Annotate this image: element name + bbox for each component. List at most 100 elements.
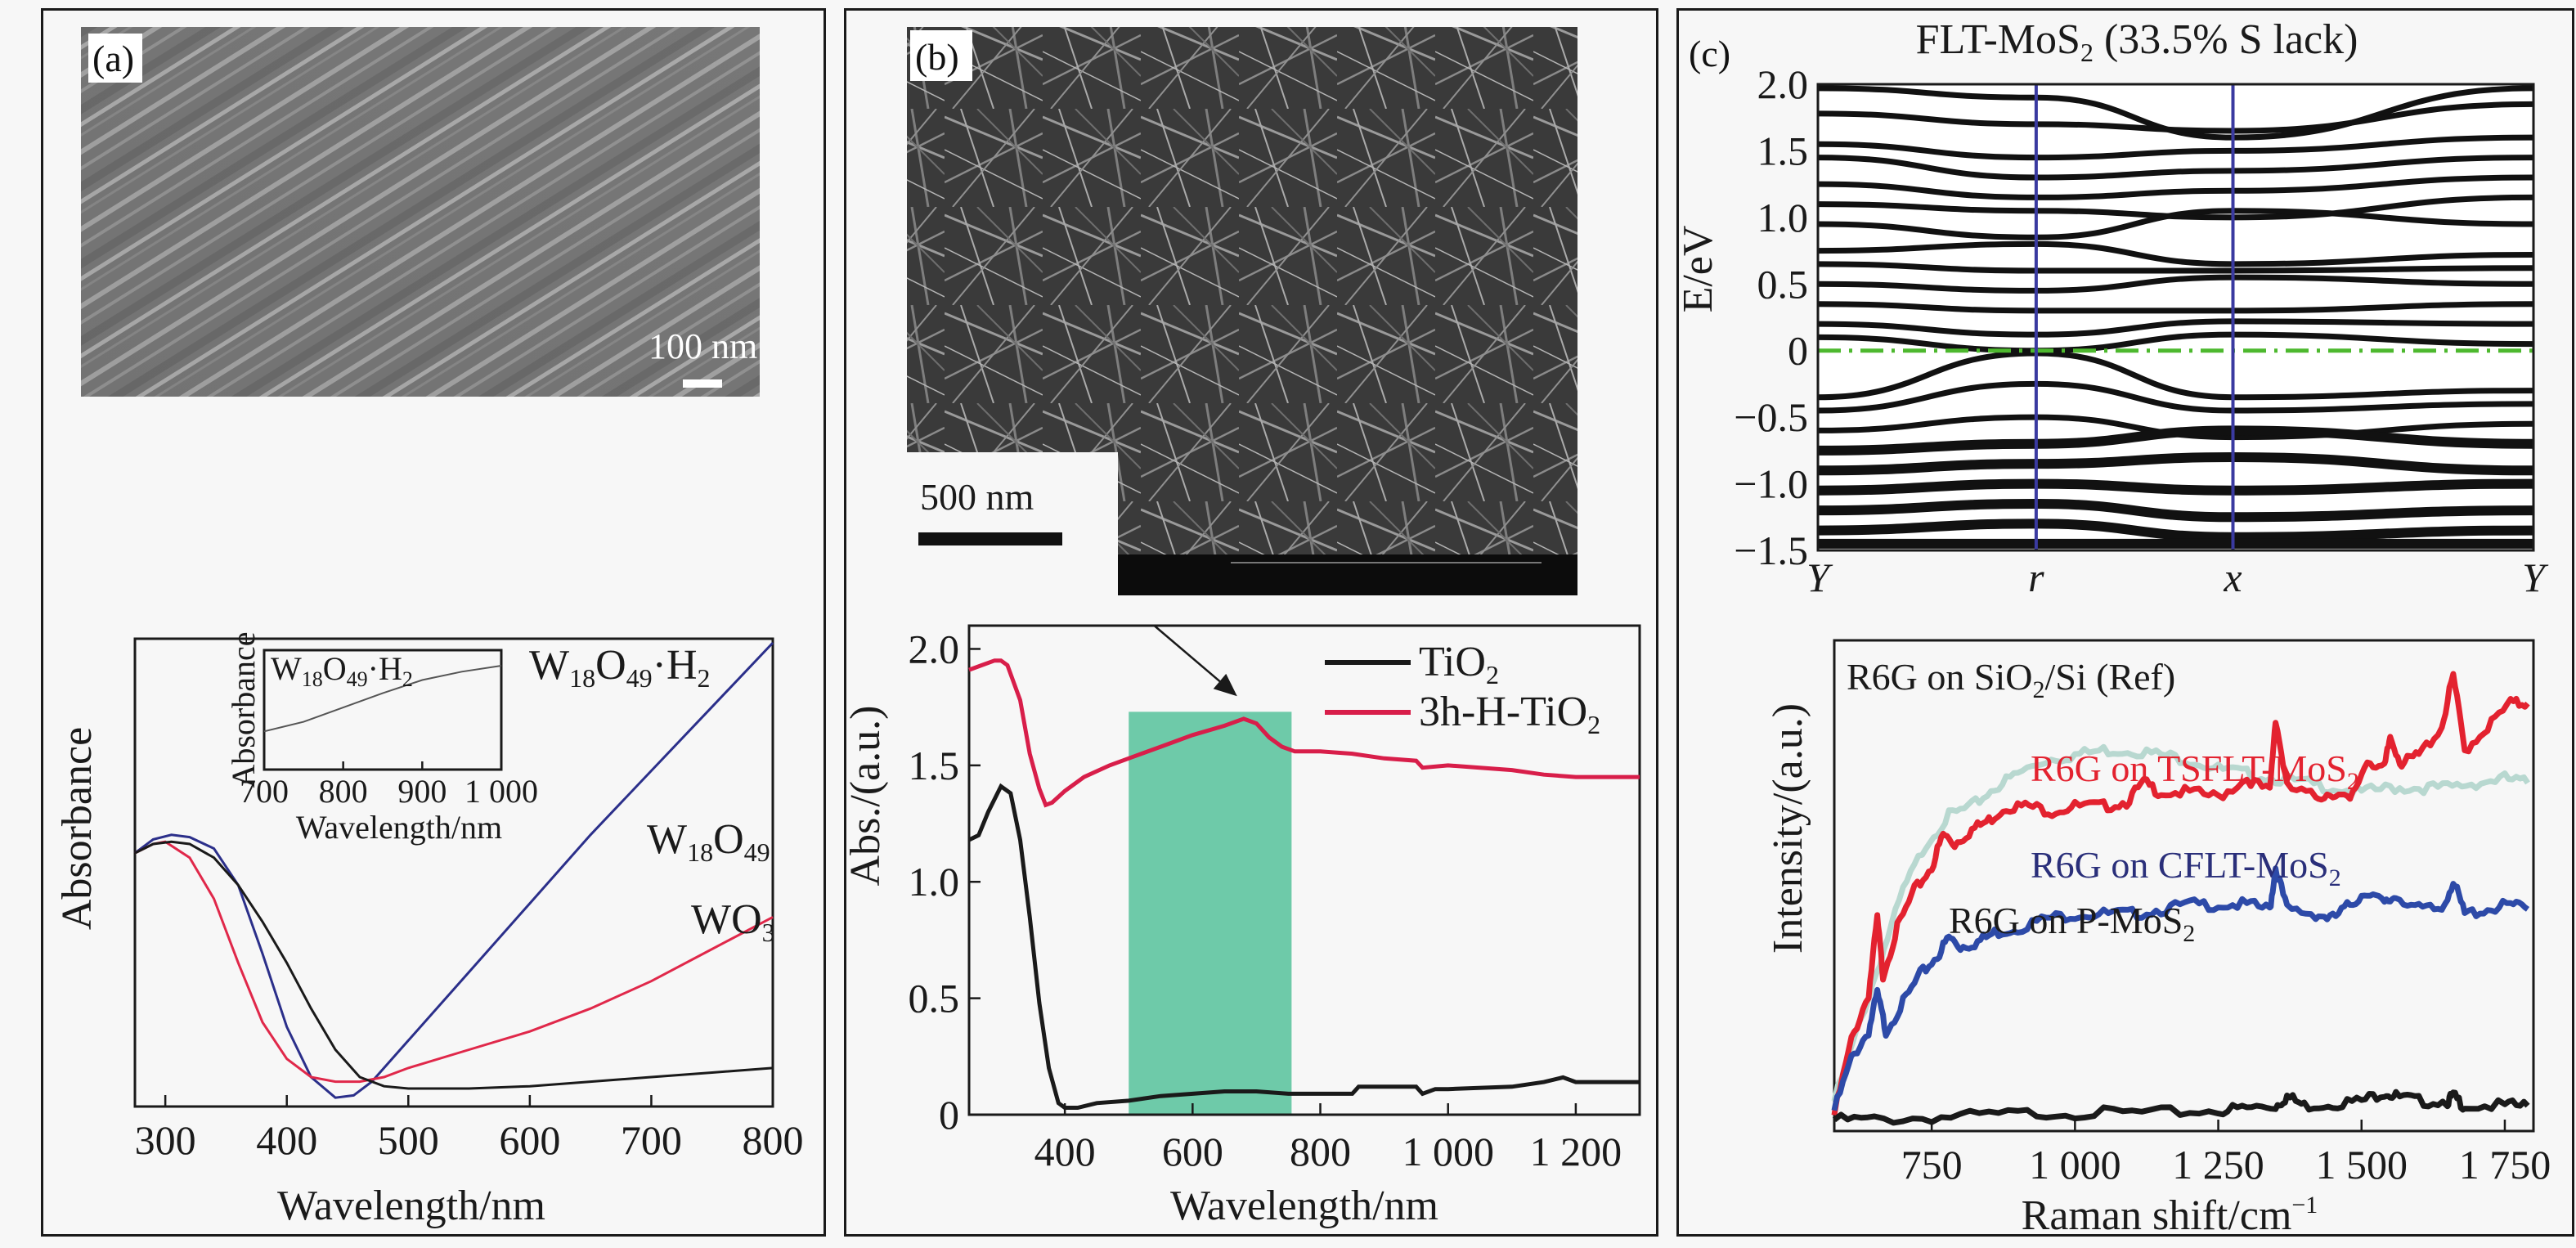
series-r6gonsio2siref	[1831, 743, 2530, 1102]
b-x-tick-label: 800	[1290, 1129, 1351, 1174]
b-y-tick-label: 0	[939, 1092, 959, 1138]
panel-tag-a: (a)	[92, 38, 134, 79]
y-axis-label-b: Abs./(a.u.)	[842, 706, 889, 887]
plot-frame-a	[133, 637, 774, 1108]
band-6	[1818, 194, 2533, 221]
b-x-tick-label: 600	[1162, 1129, 1223, 1174]
plot-frame-b	[967, 624, 1641, 1116]
panel-b-svg: (b) 500 nm 400 600 800 1 000 1 200 0 0.5 1.0 1.5…	[842, 27, 1641, 1229]
band-20	[1818, 498, 2533, 523]
c-top-y-tick-label: 1.5	[1757, 128, 1809, 173]
annotation-pmos2: R6G on P-MoS2	[1949, 900, 2195, 947]
inset-frame	[263, 649, 503, 771]
y-axis-label-c-top: E/eV	[1675, 226, 1721, 313]
a-x-tick-label: 700	[621, 1117, 682, 1163]
y-axis-label-a: Absorbance	[54, 727, 101, 930]
annotation-ref: R6G on SiO2/Si (Ref)	[1847, 656, 2175, 703]
b-y-tick-label: 2.0	[909, 626, 960, 671]
band-15	[1818, 380, 2533, 414]
b-y-tick-label: 1.0	[909, 859, 960, 905]
panel-c: (c) FLT-MoS2 (33.5% S lack) 2.0 1.5 1.0 0.5…	[1675, 8, 2574, 1239]
c-top-y-tick-label: −1.5	[1734, 527, 1808, 573]
c-top-y-tick-label: 0	[1788, 328, 1808, 374]
a-x-tick-label: 800	[743, 1117, 804, 1163]
c-top-y-tick-label: −1.0	[1734, 461, 1808, 507]
chart-b: 400 600 800 1 000 1 200 0 0.5 1.0 1.5 2.0	[909, 624, 1641, 1174]
inset-x-tick-label: 1 000	[464, 773, 538, 810]
annotation-w18o49: W18O49	[647, 816, 770, 867]
panel-a: (a) 100 nm 300 400 500 600 700 800 700 800 900 1…	[41, 8, 826, 1237]
b-x-tick-label: 1 200	[1530, 1129, 1622, 1174]
arrow-head-icon	[1213, 673, 1237, 697]
series-tio2	[967, 783, 1640, 1110]
c-bottom-x-tick-label: 1 000	[2029, 1142, 2121, 1187]
inset-x-tick-label: 900	[397, 773, 447, 810]
band-18	[1818, 451, 2533, 476]
series-3hhtio2	[968, 658, 1640, 808]
c-bottom-x-tick-label: 750	[1901, 1142, 1963, 1187]
b-x-tick-label: 1 000	[1402, 1129, 1494, 1174]
band-3	[1818, 134, 2533, 161]
chart-c-raman: 750 1 000 1 250 1 500 1 750	[1831, 639, 2551, 1187]
band-4	[1818, 155, 2533, 181]
panel-tag-bg	[88, 34, 142, 83]
series-r6goncfltmos2	[1831, 865, 2530, 1111]
b-y-tick-label: 1.5	[909, 743, 960, 788]
inset-bg	[264, 650, 501, 770]
band-14	[1818, 350, 2533, 401]
band-10	[1818, 274, 2533, 294]
band-11	[1818, 301, 2533, 314]
x-axis-label-c-bottom: Raman shift/cm−1	[2022, 1192, 2318, 1239]
series-w18o49	[134, 840, 774, 1084]
series-r6gonpmos2	[1832, 1089, 2530, 1126]
x-axis-label-b: Wavelength/nm	[1170, 1183, 1438, 1229]
inset-x-tick-label: 800	[319, 773, 368, 810]
band-12	[1818, 318, 2533, 338]
band-5	[1818, 174, 2533, 200]
y-axis-label-c-bottom: Intensity/(a.u.)	[1765, 703, 1811, 954]
series-r6gontsfltmos2	[1831, 671, 2530, 1116]
panel-tag-bg	[910, 30, 972, 81]
series-w18o49h2	[134, 641, 774, 1099]
band-13	[1818, 331, 2533, 354]
arrow-line	[1153, 625, 1232, 692]
band-19	[1818, 478, 2533, 496]
inset-x-label: Wavelength/nm	[296, 809, 502, 846]
inset-series	[263, 665, 502, 733]
band-21	[1818, 519, 2533, 542]
scale-bar-a	[683, 379, 722, 388]
highlight-band	[1129, 712, 1292, 1115]
sem-info-bar	[1118, 554, 1577, 595]
chart-a: 300 400 500 600 700 800	[133, 637, 804, 1163]
band-17	[1818, 425, 2533, 456]
a-x-tick-label: 400	[256, 1117, 317, 1163]
band-8	[1818, 240, 2533, 267]
scale-bar-b	[918, 532, 1062, 545]
c-top-y-tick-label: 1.0	[1757, 195, 1809, 240]
legend-label-h-tio2: 3h-H-TiO2	[1419, 689, 1600, 739]
chart-a-inset: 700 800 900 1 000 Absorbance Wavelength/nm W18…	[225, 631, 538, 846]
c-top-y-tick-label: 0.5	[1757, 261, 1809, 307]
band-2	[1818, 101, 2533, 134]
panel-c-svg: (c) FLT-MoS2 (33.5% S lack) 2.0 1.5 1.0 0.5…	[1675, 16, 2551, 1239]
band-7	[1818, 208, 2533, 240]
band-16	[1818, 414, 2533, 441]
c-top-y-tick-label: −0.5	[1734, 394, 1808, 440]
chart-c-band-structure: 2.01.51.00.50−0.5−1.0−1.5Y r x Y	[1734, 61, 2549, 600]
c-top-y-tick-label: 2.0	[1757, 61, 1809, 107]
band-9	[1818, 261, 2533, 274]
sem-image-b	[907, 27, 1577, 595]
a-x-tick-label: 500	[378, 1117, 439, 1163]
annotation-w18o49-h2: W18O49·H2	[529, 642, 711, 693]
band-1	[1818, 85, 2533, 141]
inset-series-label: W18O49·H2	[271, 650, 413, 691]
legend-label-tio2: TiO2	[1419, 639, 1499, 689]
panel-tag-b: (b)	[915, 36, 959, 78]
c-bottom-x-tick-label: 1 250	[2172, 1142, 2264, 1187]
c-bottom-x-tick-label: 1 750	[2459, 1142, 2551, 1187]
series-wo3	[134, 840, 774, 1090]
sem-image-a	[81, 27, 760, 397]
kpath-label: r	[2028, 554, 2044, 600]
annotation-tsflt: R6G on TSFLT-MoS2	[2031, 747, 2359, 795]
legend-b: TiO2 3h-H-TiO2	[1325, 639, 1600, 739]
